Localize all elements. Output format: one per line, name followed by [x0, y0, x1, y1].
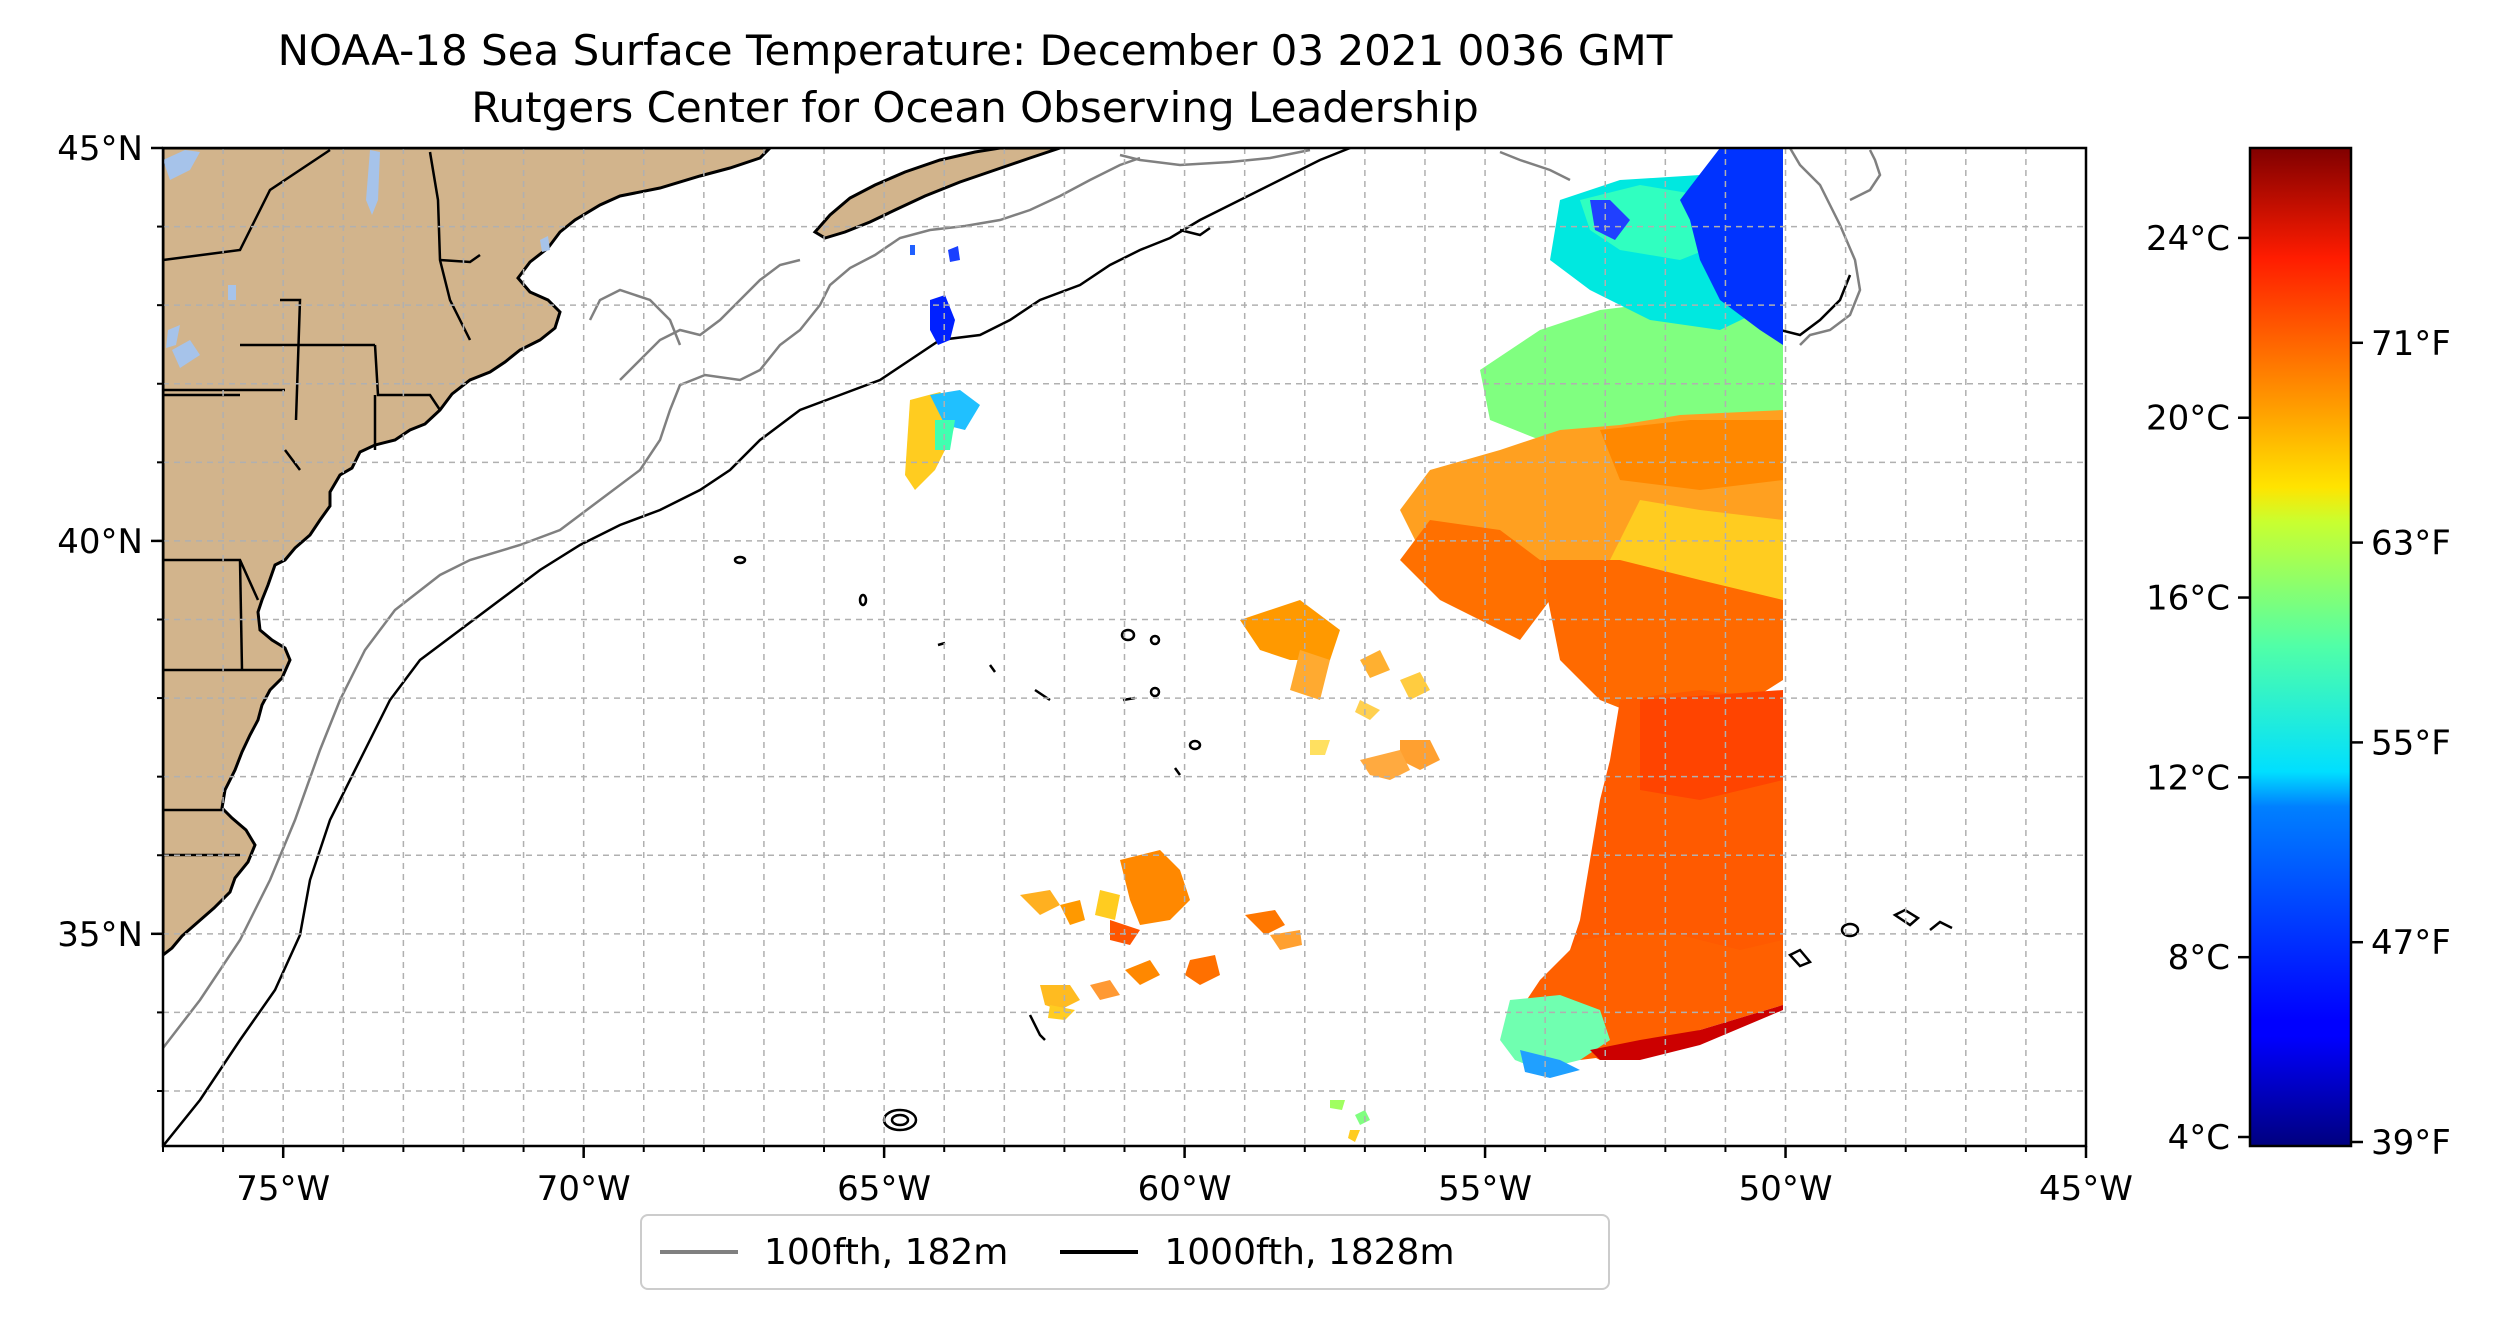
lon-tick-label: 50°W [1739, 1169, 1833, 1209]
map-subtitle: Rutgers Center for Ocean Observing Leade… [471, 83, 1479, 132]
map-title: NOAA-18 Sea Surface Temperature: Decembe… [277, 26, 1673, 75]
legend: 100fth, 182m 1000fth, 1828m [640, 1214, 1610, 1290]
legend-swatch-100fth [660, 1250, 738, 1254]
longitude-ticks: 75°W 70°W 65°W 60°W 55°W 50°W 45°W [162, 1146, 2133, 1209]
land-mass [163, 148, 773, 957]
fahrenheit-tick-label: 71°F [2371, 324, 2451, 364]
map-area [163, 148, 2086, 1146]
legend-item-100fth: 100fth, 182m [660, 1232, 1008, 1273]
contour-100fth [163, 148, 1882, 1049]
legend-item-1000fth: 1000fth, 1828m [1060, 1231, 1455, 1273]
colorbar-celsius-ticks: 4°C 8°C 12°C 16°C 20°C 24°C [2146, 219, 2250, 1158]
lon-tick-label: 65°W [837, 1169, 931, 1209]
celsius-tick-label: 12°C [2146, 758, 2230, 798]
celsius-tick-label: 16°C [2146, 579, 2230, 619]
colorbar-fahrenheit-ticks: 39°F 47°F 55°F 63°F 71°F [2351, 324, 2451, 1163]
celsius-tick-label: 20°C [2146, 399, 2230, 439]
colorbar [2248, 146, 2353, 1148]
fahrenheit-tick-label: 63°F [2371, 524, 2451, 564]
celsius-tick-label: 4°C [2168, 1118, 2230, 1158]
sst-data [905, 148, 1783, 1142]
lon-tick-label: 60°W [1138, 1169, 1232, 1209]
legend-label-100fth: 100fth, 182m [764, 1231, 1009, 1273]
fahrenheit-tick-label: 55°F [2371, 723, 2451, 763]
legend-swatch-1000fth [1060, 1250, 1139, 1254]
celsius-tick-label: 8°C [2168, 938, 2230, 978]
lat-tick-label: 40°N [57, 522, 143, 562]
gridlines [163, 148, 2086, 1146]
lon-tick-label: 55°W [1438, 1169, 1532, 1209]
latitude-ticks: 45°N 40°N 35°N [57, 129, 163, 1092]
lon-tick-label: 45°W [2039, 1169, 2133, 1209]
lon-tick-label: 70°W [537, 1169, 631, 1209]
fahrenheit-tick-label: 47°F [2371, 923, 2451, 963]
nova-scotia [812, 148, 1061, 240]
lat-tick-label: 35°N [57, 915, 143, 955]
lat-tick-label: 45°N [57, 129, 143, 169]
lon-tick-label: 75°W [236, 1169, 330, 1209]
fahrenheit-tick-label: 39°F [2371, 1123, 2451, 1163]
state-borders [163, 148, 481, 857]
lakes [163, 150, 550, 368]
legend-label-1000fth: 1000fth, 1828m [1164, 1231, 1455, 1273]
celsius-tick-label: 24°C [2146, 219, 2230, 259]
